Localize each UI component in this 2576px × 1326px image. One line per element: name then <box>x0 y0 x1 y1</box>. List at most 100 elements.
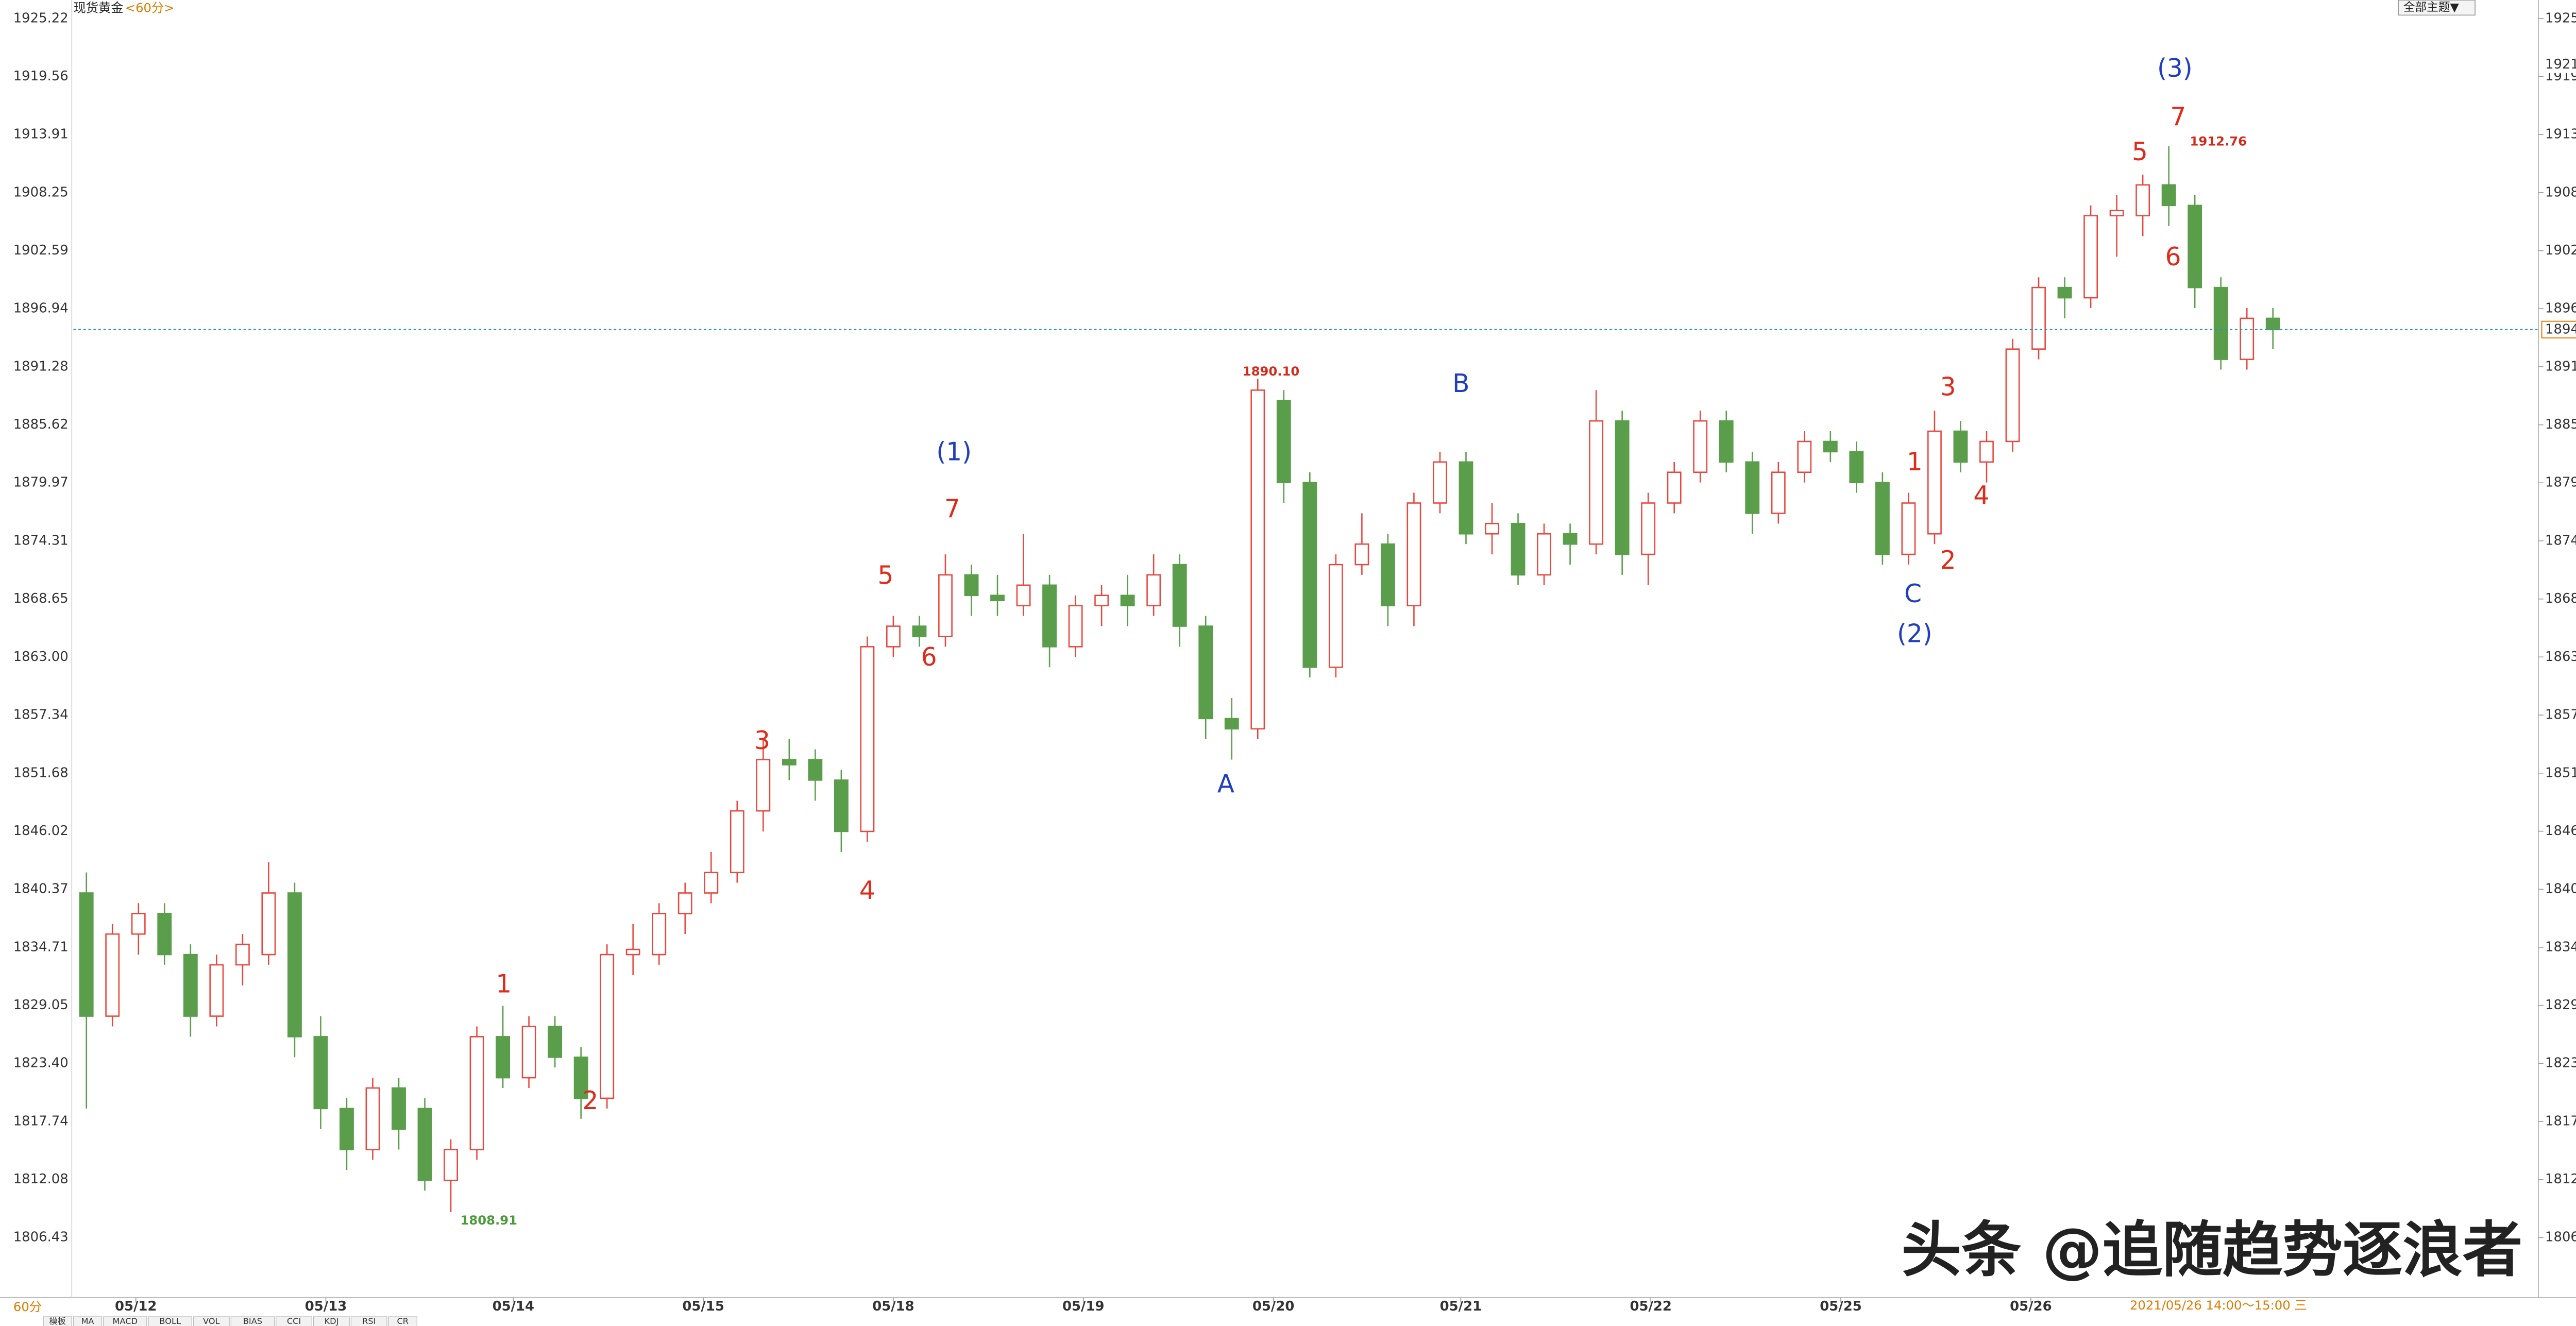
candle-body <box>521 1026 536 1079</box>
wave-label: 1 <box>1907 448 1923 477</box>
tab[interactable] <box>276 1316 313 1326</box>
candle-body <box>2083 215 2098 299</box>
tab[interactable] <box>388 1316 417 1326</box>
candle-body <box>131 913 146 935</box>
wave-label: A <box>1217 770 1234 798</box>
candle-body <box>548 1026 563 1058</box>
y-tick-label: 1868.65 <box>2545 591 2576 606</box>
candle-body <box>2057 286 2072 299</box>
x-tick-label: 05/26 <box>2010 1299 2052 1314</box>
candle-body <box>2240 317 2255 360</box>
y-tick-label-left: 1879.97 <box>13 475 69 490</box>
candle-body <box>1511 523 1526 576</box>
candle-body <box>1120 594 1135 606</box>
period-box[interactable] <box>0 1299 67 1316</box>
candle-body <box>1459 461 1473 535</box>
candle-body <box>287 892 302 1038</box>
candle-body <box>2005 348 2020 443</box>
candle-body <box>834 779 849 832</box>
wave-label: 3 <box>1940 372 1956 401</box>
y-tick-label: 1834.71 <box>2545 939 2576 955</box>
y-tick-label-left: 1823.40 <box>13 1056 69 1071</box>
price-label: 1890.10 <box>1243 364 1300 379</box>
candle-body <box>1745 461 1760 514</box>
candle-body <box>1875 482 1890 555</box>
period-label: <60分> <box>125 0 175 15</box>
candle-body <box>573 1056 588 1099</box>
tab[interactable] <box>193 1316 230 1326</box>
x-tick-label: 05/19 <box>1062 1299 1104 1314</box>
tab[interactable] <box>313 1316 350 1326</box>
candle-body <box>496 1036 511 1079</box>
last-price-box <box>2541 320 2576 338</box>
candle-body <box>1771 471 1786 514</box>
y-tick-label: 1908.25 <box>2545 184 2576 200</box>
candle-body <box>1016 584 1031 606</box>
tab[interactable] <box>103 1316 147 1326</box>
theme-button-label[interactable]: 全部主题▼ <box>2403 1 2460 14</box>
candle-body <box>1094 594 1109 606</box>
candle-body <box>1406 502 1421 606</box>
candle-body <box>1042 584 1057 648</box>
timestamp: 2021/05/26 14:00～15:00 三 <box>2130 1298 2307 1313</box>
candle-body <box>1667 471 1682 504</box>
tab[interactable] <box>73 1316 103 1326</box>
candle-body <box>261 892 276 956</box>
wave-label: 6 <box>921 643 937 672</box>
tab[interactable] <box>230 1316 275 1326</box>
price-label: 1912.76 <box>2190 133 2247 148</box>
candle-body <box>79 892 94 1017</box>
tab-label[interactable]: MA <box>81 1316 94 1326</box>
y-tick-label-left: 1874.31 <box>13 533 69 548</box>
theme-button[interactable] <box>2398 0 2476 16</box>
candle-body <box>1146 574 1161 606</box>
tab-label[interactable]: 模板 <box>49 1316 66 1326</box>
candle-body <box>2213 286 2228 360</box>
candle-body <box>990 594 1005 602</box>
y-tick-label-left: 1812.08 <box>13 1171 69 1187</box>
tab-label[interactable]: CCI <box>287 1316 301 1326</box>
candle-body <box>157 913 172 956</box>
candle-body <box>860 646 875 832</box>
candle-body <box>1198 625 1213 720</box>
wave-label: 3 <box>754 726 770 755</box>
candle-body <box>2265 317 2280 331</box>
period-selector[interactable]: 60分 <box>13 1299 42 1314</box>
y-tick-label-left: 1806.43 <box>13 1230 69 1245</box>
candle-body <box>444 1149 458 1181</box>
tab[interactable] <box>350 1316 387 1326</box>
y-tick-label: 1857.34 <box>2545 707 2576 723</box>
candle-body <box>1979 440 1994 463</box>
x-tick-label: 05/15 <box>682 1299 724 1314</box>
tab-label[interactable]: BIAS <box>243 1316 262 1326</box>
y-tick-label-left: 1913.91 <box>13 127 69 142</box>
tab[interactable] <box>43 1316 72 1326</box>
wave-label: 1 <box>496 970 512 998</box>
tab-label[interactable]: RSI <box>362 1316 376 1326</box>
y-tick-label-left: 1857.34 <box>13 707 69 723</box>
candle-body <box>209 964 224 1017</box>
wave-label: 5 <box>878 561 894 590</box>
y-tick-label: 1925.22 <box>2545 10 2576 26</box>
watermark: 头条 @追随趋势逐浪者 <box>1901 1215 2522 1285</box>
candle-body <box>1354 543 1369 566</box>
candle-body <box>756 759 771 812</box>
y-tick-label: 1851.68 <box>2545 765 2576 780</box>
candle-body <box>1901 502 1916 555</box>
tab-label[interactable]: MACD <box>113 1316 138 1326</box>
wave-label: 7 <box>944 495 960 523</box>
tab-label[interactable]: BOLL <box>159 1316 181 1326</box>
candle-body <box>183 954 198 1017</box>
y-tick-label: 1902.59 <box>2545 243 2576 258</box>
tab[interactable] <box>148 1316 192 1326</box>
tab-label[interactable]: VOL <box>203 1316 220 1326</box>
candle-body <box>677 892 692 914</box>
tab-label[interactable]: CR <box>397 1316 409 1326</box>
tab-label[interactable]: KDJ <box>324 1316 338 1326</box>
y-tick-label-left: 1868.65 <box>13 591 69 606</box>
wave-label: B <box>1452 369 1469 398</box>
candle-body <box>1615 420 1630 555</box>
